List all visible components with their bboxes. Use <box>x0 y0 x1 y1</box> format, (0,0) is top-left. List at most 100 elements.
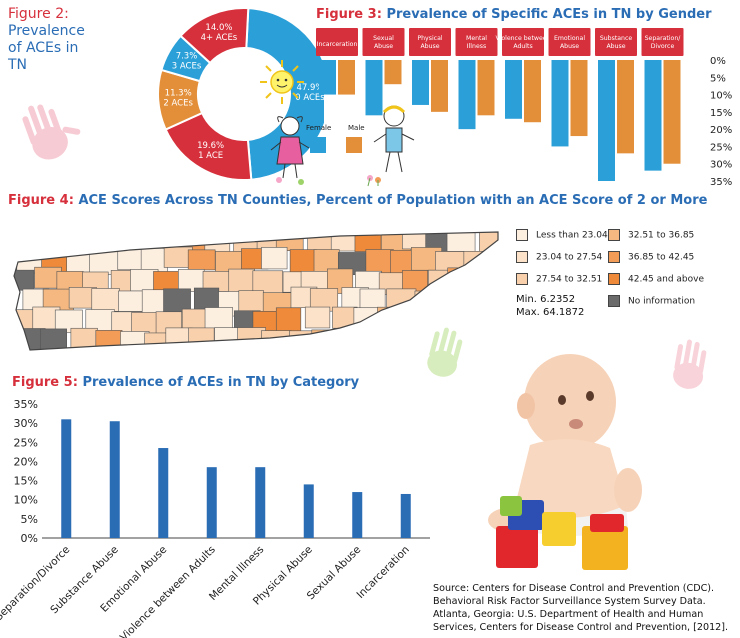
figure3-bar-male <box>570 60 588 137</box>
figure5-bar <box>206 467 217 538</box>
figure4-legend-item: Less than 23.04 <box>516 229 608 241</box>
county <box>40 328 68 350</box>
county <box>140 248 168 273</box>
figure3-bar-female <box>319 60 336 95</box>
figure4-number: Figure 4: <box>8 193 74 208</box>
donut-label-2: 11.3% 2 ACEs <box>163 89 193 109</box>
figure5-title-text: Prevalence of ACEs in TN by Category <box>82 375 360 390</box>
county <box>275 307 302 332</box>
figure5-bar <box>255 467 266 538</box>
figure5-category-label: Violence between Adults <box>118 544 218 638</box>
figure3-category-box <box>409 28 451 56</box>
figure3-bar-male <box>431 60 448 112</box>
county <box>330 232 359 252</box>
county <box>228 268 255 294</box>
figure3-category-label: Substance Abuse <box>600 35 633 50</box>
county <box>482 291 498 313</box>
figure4-min-max: Min. 6.2352 Max. 64.1872 <box>516 293 584 319</box>
tn-outline <box>13 231 499 351</box>
figure4-legend-item: 23.04 to 27.54 <box>516 251 602 263</box>
county <box>361 330 390 350</box>
figure5-bar-chart: 0%5%10%15%20%25%30%35%Separation/Divorce… <box>0 398 430 638</box>
figure4-legend-swatch <box>516 229 528 241</box>
figure3-bar-male <box>338 60 355 95</box>
figure3-category-label: Violence between Adults <box>496 35 551 50</box>
figure5-ytick: 15% <box>14 475 38 488</box>
figure5-ytick: 25% <box>14 436 38 449</box>
county <box>14 232 36 252</box>
county <box>81 232 108 255</box>
source-citation: Source: Centers for Disease Control and … <box>433 583 729 633</box>
county <box>463 251 489 274</box>
figure3-category-box <box>502 28 544 56</box>
figure3-bar-female <box>644 60 662 171</box>
girl-drawing-icon <box>270 116 310 185</box>
county <box>488 250 498 275</box>
figure4-title: Figure 4: ACE Scores Across TN Counties,… <box>8 193 707 208</box>
county <box>105 232 136 253</box>
donut-label-0: 47.9% 0 ACEs <box>295 83 324 103</box>
figure4-title-text: ACE Scores Across TN Counties, Percent o… <box>78 193 708 208</box>
figure3-category-label: Emotional Abuse <box>554 35 585 50</box>
county <box>70 327 98 350</box>
figure3-ytick: 0% <box>710 56 726 67</box>
figure3-legend-male-label: Male <box>348 124 365 132</box>
figure3-bar-female <box>505 60 522 119</box>
figure4-legend-label: No information <box>628 296 696 307</box>
figure4-legend-item: 42.45 and above <box>608 273 704 285</box>
figure3-bar-female <box>365 60 383 116</box>
county <box>95 330 123 350</box>
donut-slice-4 <box>179 7 250 65</box>
figure5-bar <box>61 419 72 538</box>
county <box>428 269 457 294</box>
figure2-number: Figure 2: <box>8 6 69 22</box>
county <box>479 232 498 253</box>
figure3-category-box <box>548 28 591 56</box>
figure3-bar-chart: 0% 5% 10% 15% 20% 25% 30% 35% Incarceration Sexua… <box>316 28 732 188</box>
figure4-legend-label: 23.04 to 27.54 <box>536 252 603 263</box>
figure5-ytick: 35% <box>14 398 38 411</box>
figure5-bar <box>303 484 314 538</box>
figure4-tennessee-map <box>13 231 499 351</box>
county <box>34 232 65 251</box>
figure4-legend-label: 27.54 to 32.51 <box>536 274 603 285</box>
figure3-number: Figure 3: <box>316 7 382 22</box>
figure2-title-text: Prevalence of ACEs in TN <box>8 23 85 73</box>
figure3-ytick: 25% <box>710 142 732 153</box>
county <box>14 269 35 291</box>
county <box>261 330 292 350</box>
figure4-legend-item: No information <box>608 295 695 307</box>
county <box>56 232 87 253</box>
county <box>188 327 215 350</box>
figure2-title: Figure 2: Prevalence of ACEs in TN <box>8 6 98 74</box>
county <box>402 232 430 250</box>
figure4-min-label: Min. 6.2352 <box>516 294 576 305</box>
county <box>365 249 394 274</box>
figure5-ytick: 30% <box>14 417 38 430</box>
figure2-donut-chart: 47.9% 0 ACEs 19.6% 1 ACE 11.3% 2 ACEs 7.3% 3 AC… <box>157 7 324 181</box>
figure3-ytick: 35% <box>710 177 732 188</box>
county <box>414 290 442 316</box>
county <box>261 247 288 270</box>
figure3-category-box <box>455 28 498 56</box>
figure3-category-label: Sexual Abuse <box>373 35 394 50</box>
county <box>118 290 147 312</box>
figure4-legend-label: 32.51 to 36.85 <box>628 230 695 241</box>
county <box>332 306 358 329</box>
figure5-ytick: 10% <box>14 494 38 507</box>
figure5-bar <box>352 492 363 538</box>
county <box>289 249 318 273</box>
figure5-bar <box>158 448 169 538</box>
figure3-legend-male-swatch <box>346 137 362 153</box>
handprint-icon <box>22 104 81 160</box>
figure3-category-box <box>316 28 358 56</box>
county <box>54 309 83 334</box>
county <box>478 269 498 293</box>
county <box>91 288 120 312</box>
figure4-legend-swatch <box>608 273 620 285</box>
figure4-legend-label: 36.85 to 42.45 <box>628 252 695 263</box>
figure4-max-label: Max. 64.1872 <box>516 307 585 318</box>
figure3-bar-female <box>598 60 615 181</box>
county <box>354 232 382 252</box>
donut-label-4: 14.0% 4+ ACEs <box>201 23 238 43</box>
